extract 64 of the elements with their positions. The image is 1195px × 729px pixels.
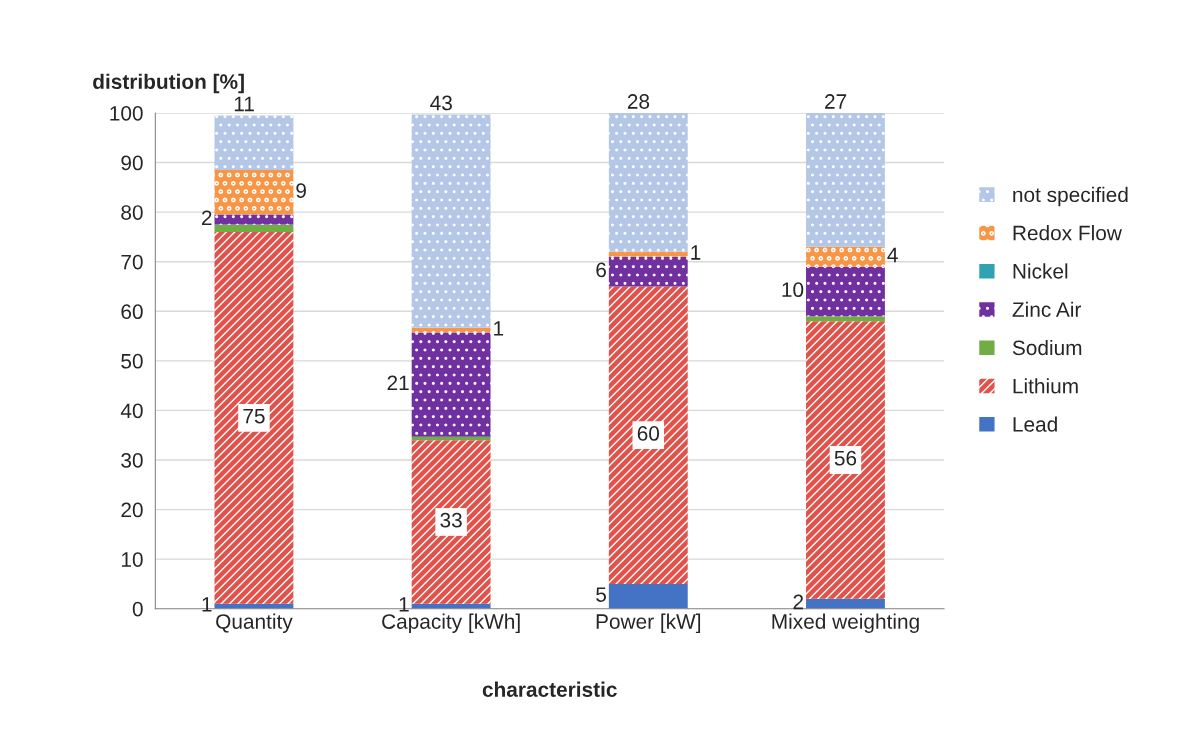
data-label: 11 xyxy=(234,96,254,112)
y-tick-label: 90 xyxy=(121,155,143,171)
bar xyxy=(806,246,885,267)
bar xyxy=(806,598,885,609)
x-tick-label: Capacity [kWh] xyxy=(382,613,520,633)
y-tick-label: 70 xyxy=(121,254,143,270)
bar xyxy=(411,327,491,333)
bar xyxy=(806,321,885,599)
x-tick-label: Power [kW] xyxy=(596,613,701,633)
data-label: 2 xyxy=(793,594,804,610)
data-label: 5 xyxy=(596,587,607,602)
y-axis-title: distribution [%] xyxy=(93,73,244,94)
bar xyxy=(411,332,491,437)
data-label: 1 xyxy=(691,245,701,260)
bar xyxy=(608,251,688,257)
bar xyxy=(806,113,885,247)
bar xyxy=(608,583,688,609)
data-label: 4 xyxy=(887,247,898,263)
data-label: 75 xyxy=(243,408,265,424)
y-tick-label: 30 xyxy=(121,453,143,468)
data-label: 43 xyxy=(430,95,452,111)
data-label: 33 xyxy=(440,512,462,528)
y-tick-label: 80 xyxy=(121,205,143,220)
bar xyxy=(806,266,885,317)
legend-label: Nickel xyxy=(1013,263,1068,279)
bar xyxy=(608,256,688,287)
legend-label: Zinc Air xyxy=(1012,301,1082,317)
bar xyxy=(608,113,688,252)
data-label: 2 xyxy=(201,210,212,225)
bar xyxy=(214,170,294,215)
y-tick-label: 10 xyxy=(121,552,143,567)
y-tick-label: 50 xyxy=(121,353,143,369)
data-label: 60 xyxy=(637,426,660,441)
bar xyxy=(411,440,491,604)
data-label: 10 xyxy=(782,282,804,298)
data-label: 27 xyxy=(825,94,847,109)
y-tick-label: 40 xyxy=(120,403,143,419)
legend-label: Redox Flow xyxy=(1013,225,1122,241)
data-label: 56 xyxy=(834,450,857,466)
bar xyxy=(214,224,294,232)
legend-label: not specified xyxy=(1013,186,1128,207)
data-label: 1 xyxy=(399,597,409,612)
bar xyxy=(214,231,294,604)
data-label: 21 xyxy=(387,375,409,391)
y-tick-label: 20 xyxy=(121,502,143,518)
x-tick-label: Quantity xyxy=(216,613,293,633)
data-label: 6 xyxy=(596,262,606,278)
y-tick-label: 60 xyxy=(121,304,143,320)
data-label: 1 xyxy=(494,321,504,336)
legend-label: Lithium xyxy=(1013,378,1078,394)
bar xyxy=(411,114,491,328)
x-axis-title: characteristic xyxy=(482,681,617,697)
data-label: 28 xyxy=(627,94,650,109)
data-label: 9 xyxy=(296,183,306,198)
y-tick-label: 100 xyxy=(110,106,143,121)
y-tick-label: 0 xyxy=(132,601,143,617)
data-label: 1 xyxy=(202,597,212,612)
legend-label: Sodium xyxy=(1012,339,1082,356)
bar xyxy=(608,286,688,584)
legend-label: Lead xyxy=(1013,416,1057,432)
bar xyxy=(214,214,294,225)
bar xyxy=(214,115,294,170)
bar xyxy=(806,316,885,322)
x-tick-label: Mixed weighting xyxy=(772,613,919,633)
